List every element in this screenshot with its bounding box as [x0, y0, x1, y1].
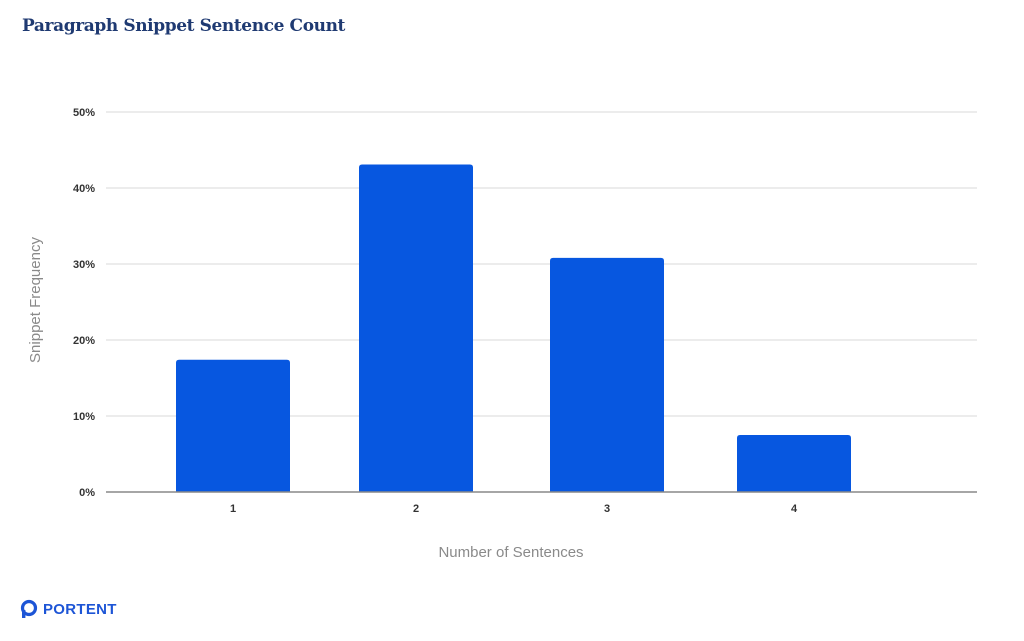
bar	[550, 257, 664, 492]
portent-o-mark-icon	[20, 599, 38, 618]
bar	[176, 359, 290, 492]
y-tick-label: 50%	[73, 107, 95, 119]
y-tick-label: 10%	[73, 411, 95, 423]
portent-logo: PORTENT	[20, 599, 117, 619]
x-tick-label: 4	[791, 503, 798, 515]
y-tick-label: 0%	[79, 487, 95, 499]
bars	[176, 164, 851, 492]
x-tick-label: 1	[230, 503, 236, 515]
y-tick-labels: 0% 10% 20% 30% 40% 50%	[73, 107, 95, 499]
x-tick-labels: 1 2 3 4	[230, 503, 798, 515]
bar	[737, 435, 851, 492]
y-tick-label: 30%	[73, 259, 95, 271]
y-axis-label: Snippet Frequency	[27, 237, 44, 363]
x-tick-label: 3	[604, 503, 610, 515]
bar	[359, 164, 473, 492]
y-tick-label: 20%	[73, 335, 95, 347]
gridlines	[106, 111, 977, 417]
x-axis-label: Number of Sentences	[438, 544, 583, 561]
logo-text: PORTENT	[43, 600, 117, 618]
x-tick-label: 2	[413, 503, 419, 515]
chart-title: Paragraph Snippet Sentence Count	[22, 16, 345, 36]
y-tick-label: 40%	[73, 183, 95, 195]
